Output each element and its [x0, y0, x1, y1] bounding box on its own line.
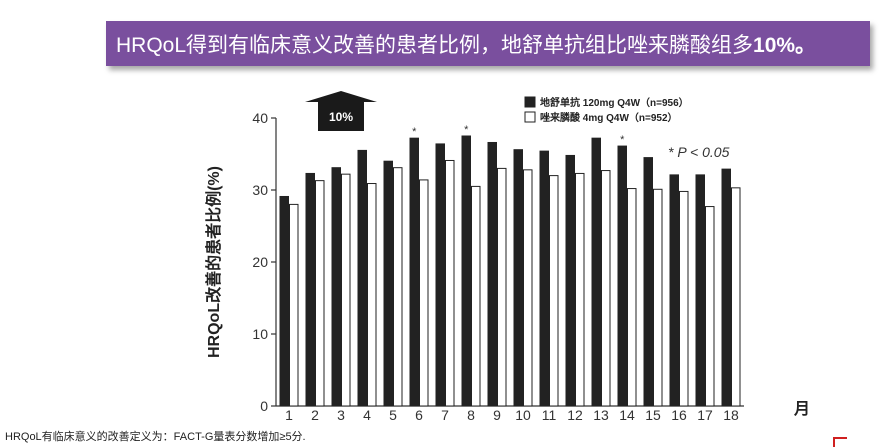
legend-swatch-zoledronic [524, 111, 536, 123]
bar-denosumab [279, 195, 289, 407]
bar-denosumab [565, 154, 575, 407]
bar-zoledronic [393, 167, 403, 407]
footnote: HRQoL有临床意义的改善定义为：FACT-G量表分数增加≥5分. [5, 431, 306, 443]
x-tick-label: 11 [542, 407, 557, 423]
bar-denosumab [409, 137, 419, 407]
bar-denosumab [383, 160, 393, 407]
bar-denosumab [591, 137, 601, 407]
up-arrow-icon [305, 91, 377, 131]
p-value-note: * P < 0.05 [668, 144, 730, 160]
x-tick-label: 12 [567, 407, 583, 423]
x-tick-label: 18 [723, 407, 739, 423]
significance-markers: * * * [412, 124, 625, 146]
x-axis: 1 2 3 4 5 6 7 8 9 10 11 12 13 14 15 16 17 18 [276, 405, 744, 423]
y-axis: 0 10 20 30 40 [252, 110, 277, 414]
y-tick-label: 30 [252, 182, 268, 198]
legend-label-denosumab: 地舒单抗 120mg Q4W（n=956） [540, 96, 689, 109]
bar-zoledronic [523, 169, 533, 407]
banner-title: HRQoL得到有临床意义改善的患者比例，地舒单抗组比唑来膦酸组多10%。 [116, 33, 817, 57]
bars [279, 135, 741, 407]
legend: 地舒单抗 120mg Q4W（n=956） 唑来膦酸 4mg Q4W（n=952… [524, 96, 689, 124]
legend-swatch-denosumab [524, 96, 536, 108]
bar-zoledronic [653, 188, 663, 407]
bar-denosumab [435, 143, 445, 407]
x-tick-label: 1 [285, 407, 293, 423]
bar-zoledronic [705, 206, 715, 407]
bar-zoledronic [315, 180, 325, 407]
x-tick-label: 6 [415, 407, 423, 423]
bar-zoledronic [289, 203, 299, 407]
bar-zoledronic [419, 179, 429, 407]
significance-star: * [464, 124, 469, 136]
x-tick-label: 7 [441, 407, 449, 423]
x-axis-label: 月 [793, 400, 810, 418]
bar-zoledronic [471, 185, 481, 407]
x-tick-label: 9 [493, 407, 501, 423]
x-tick-label: 3 [337, 407, 345, 423]
x-tick-label: 2 [311, 407, 319, 423]
bar-denosumab [617, 145, 627, 407]
significance-star: * [620, 134, 625, 146]
bar-denosumab [539, 150, 549, 407]
bar-denosumab [487, 141, 497, 407]
bar-denosumab [695, 174, 705, 407]
bar-zoledronic [731, 187, 741, 407]
bar-zoledronic [497, 167, 507, 407]
bar-zoledronic [341, 173, 351, 407]
bar-denosumab [331, 167, 341, 407]
legend-label-zoledronic: 唑来膦酸 4mg Q4W（n=952） [540, 111, 678, 124]
arrow-annotation: 10% [305, 91, 377, 131]
x-tick-label: 16 [671, 407, 687, 423]
bar-zoledronic [575, 172, 585, 407]
x-tick-label: 17 [697, 407, 713, 423]
y-tick-label: 0 [260, 398, 268, 414]
bar-zoledronic [627, 188, 637, 407]
bar-zoledronic [679, 190, 689, 407]
title-banner: HRQoL得到有临床意义改善的患者比例，地舒单抗组比唑来膦酸组多10%。 [106, 21, 870, 66]
corner-mark [833, 437, 847, 447]
arrow-label: 10% [329, 110, 353, 124]
bar-denosumab [305, 172, 315, 407]
bar-zoledronic [367, 183, 377, 407]
significance-star: * [412, 126, 417, 138]
bar-zoledronic [601, 170, 611, 407]
y-axis-label: HRQoL改善的患者比例(%) [204, 166, 223, 358]
bar-denosumab [461, 135, 471, 407]
x-tick-label: 5 [389, 407, 397, 423]
bar-denosumab [669, 174, 679, 407]
y-tick-label: 40 [252, 110, 268, 126]
bar-denosumab [643, 157, 653, 407]
x-tick-label: 4 [363, 407, 371, 423]
bar-denosumab [357, 149, 367, 407]
x-tick-label: 15 [645, 407, 661, 423]
y-tick-label: 20 [252, 254, 268, 270]
y-tick-label: 10 [252, 326, 268, 342]
bar-zoledronic [445, 159, 455, 407]
x-tick-label: 8 [467, 407, 475, 423]
x-tick-label: 13 [593, 407, 609, 423]
bar-zoledronic [549, 175, 559, 407]
x-tick-label: 10 [515, 407, 531, 423]
x-tick-label: 14 [619, 407, 635, 423]
bar-denosumab [721, 168, 731, 407]
bar-denosumab [513, 149, 523, 407]
